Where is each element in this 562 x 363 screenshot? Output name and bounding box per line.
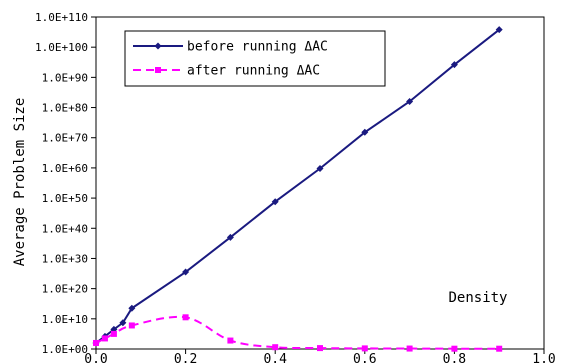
data-point-marker — [155, 67, 161, 73]
data-point-marker — [110, 330, 117, 337]
data-point-marker — [226, 233, 234, 241]
legend-item: after running ΔAC — [133, 64, 320, 79]
data-point-marker — [128, 304, 136, 312]
data-point-marker — [316, 165, 324, 173]
x-axis-label: Density — [448, 290, 507, 306]
data-point-marker — [227, 337, 234, 344]
data-point-marker — [317, 345, 323, 352]
x-tick-label: 0.0 — [84, 352, 107, 363]
legend-box — [124, 30, 386, 87]
series-2 — [93, 314, 503, 352]
data-point-marker — [271, 198, 279, 206]
x-tick-label: 0.6 — [353, 352, 376, 363]
y-tick-label: 1.0E+90 — [42, 71, 88, 84]
y-tick-label: 1.0E+00 — [42, 343, 88, 356]
x-tick-label: 0.4 — [263, 352, 287, 363]
data-point-marker — [361, 345, 368, 352]
data-point-marker — [272, 344, 279, 351]
data-point-marker — [496, 345, 503, 352]
y-tick-label: 1.0E+50 — [42, 192, 88, 205]
data-point-marker — [406, 98, 414, 106]
y-tick-label: 1.0E+30 — [42, 252, 88, 265]
data-point-marker — [450, 61, 458, 69]
data-point-marker — [128, 322, 135, 329]
legend-label: before running ΔAC — [187, 40, 328, 55]
y-tick-label: 1.0E+70 — [42, 132, 88, 145]
data-point-marker — [451, 345, 458, 352]
y-tick-label: 1.0E+10 — [42, 313, 88, 326]
data-point-marker — [101, 335, 108, 342]
legend-label: after running ΔAC — [187, 64, 320, 79]
legend-item: before running ΔAC — [133, 40, 328, 55]
data-point-marker — [154, 42, 162, 50]
y-tick-label: 1.0E+100 — [35, 41, 88, 54]
data-point-marker — [182, 314, 189, 321]
y-tick-label: 1.0E+110 — [35, 11, 88, 24]
x-tick-label: 0.2 — [174, 352, 197, 363]
data-point-marker — [182, 268, 190, 276]
x-tick-label: 1.0 — [532, 352, 555, 363]
data-point-marker — [361, 128, 369, 136]
y-tick-label: 1.0E+80 — [42, 102, 88, 115]
data-point-marker — [93, 339, 99, 346]
y-tick-label: 1.0E+20 — [42, 283, 88, 296]
data-point-marker — [495, 26, 503, 34]
x-tick-label: 0.8 — [443, 352, 466, 363]
y-tick-label: 1.0E+60 — [42, 162, 88, 175]
data-point-marker — [406, 345, 413, 352]
y-axis-label: Average Problem Size — [12, 98, 28, 267]
legend: before running ΔAC after running ΔAC — [124, 30, 386, 87]
data-point-marker — [119, 319, 127, 327]
y-tick-label: 1.0E+40 — [42, 222, 88, 235]
